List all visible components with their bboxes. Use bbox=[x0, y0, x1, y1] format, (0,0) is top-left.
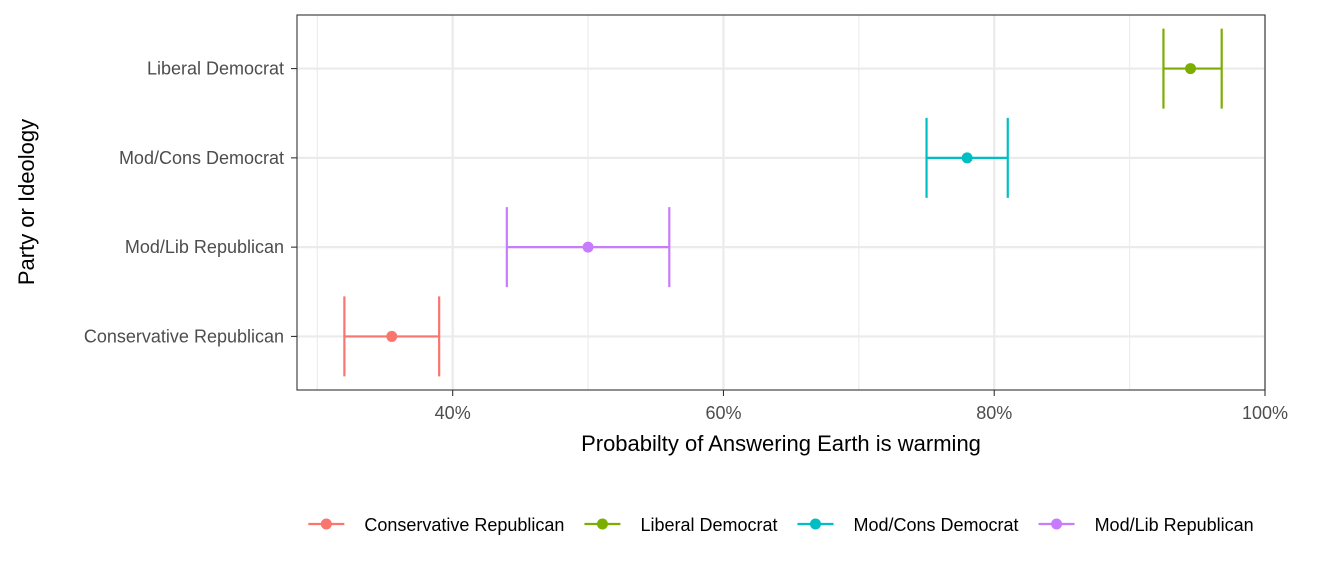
legend-label: Liberal Democrat bbox=[640, 515, 777, 535]
errorbar-liberal-democrat bbox=[1162, 28, 1223, 109]
errorbar-conservative-republican bbox=[343, 296, 441, 377]
legend-item-mod-cons-democrat: Mod/Cons Democrat bbox=[797, 515, 1019, 535]
legend-item-liberal-democrat: Liberal Democrat bbox=[584, 515, 778, 535]
legend-key-point bbox=[1051, 518, 1063, 530]
panel-border bbox=[296, 14, 1266, 391]
y-tick-label: Liberal Democrat bbox=[147, 59, 284, 79]
point-estimate bbox=[582, 241, 594, 253]
x-axis-title: Probabilty of Answering Earth is warming bbox=[581, 431, 981, 456]
point-estimate bbox=[961, 152, 973, 164]
legend-label: Mod/Lib Republican bbox=[1095, 515, 1254, 535]
x-tick-label: 100% bbox=[1242, 403, 1288, 423]
marks-layer bbox=[343, 28, 1223, 377]
legend: Conservative Republican Liberal Democrat M… bbox=[308, 515, 1254, 535]
y-tick-label: Mod/Lib Republican bbox=[125, 237, 284, 257]
legend-key-point bbox=[320, 518, 332, 530]
errorbar-mod-lib-republican bbox=[505, 207, 671, 288]
y-axis-title: Party or Ideology bbox=[14, 119, 39, 285]
axes-layer: 40% 60% 80% 100% Conservative Republican Mod/… bbox=[84, 59, 1288, 423]
x-tick-label: 60% bbox=[705, 403, 741, 423]
y-tick-label: Mod/Cons Democrat bbox=[119, 148, 284, 168]
legend-label: Mod/Cons Democrat bbox=[854, 515, 1019, 535]
legend-key-point bbox=[810, 518, 821, 530]
legend-item-conservative-republican: Conservative Republican bbox=[308, 515, 564, 535]
x-tick-label: 40% bbox=[435, 403, 471, 423]
legend-label: Conservative Republican bbox=[364, 515, 564, 535]
point-estimate bbox=[386, 330, 398, 342]
legend-item-mod-lib-republican: Mod/Lib Republican bbox=[1038, 515, 1254, 535]
legend-key-point bbox=[596, 518, 608, 530]
grid-layer bbox=[297, 15, 1267, 390]
errorbar-mod-cons-democrat bbox=[925, 117, 1009, 198]
y-tick-label: Conservative Republican bbox=[84, 326, 284, 346]
x-tick-label: 80% bbox=[976, 403, 1012, 423]
point-estimate bbox=[1185, 63, 1197, 75]
